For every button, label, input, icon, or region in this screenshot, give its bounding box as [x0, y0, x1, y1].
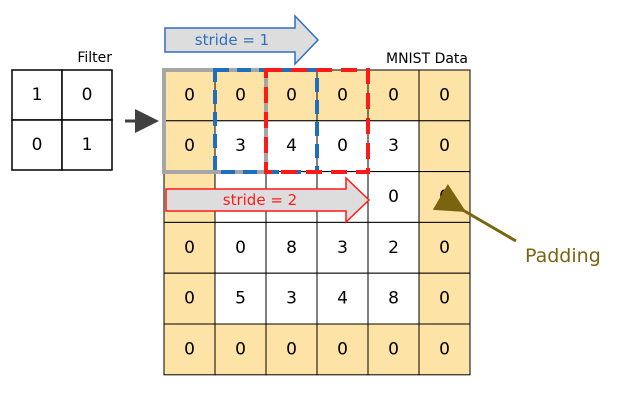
data-cell-value: 0 [337, 136, 348, 156]
padding-cell [265, 323, 318, 376]
data-cell-value: 8 [286, 238, 297, 258]
data-cell-value: 3 [286, 289, 297, 309]
filter-grid: 1 0 0 1 [11, 69, 113, 171]
padding-cell-value: 0 [439, 85, 450, 105]
padding-cell [214, 323, 267, 376]
stride-1-arrow [164, 14, 320, 66]
data-cell-value: 4 [286, 136, 297, 156]
data-cell [214, 272, 267, 325]
mnist-data-grid: 0 0 0 0 0 0 0 3 4 0 3 0 0 0 0 0 8 3 2 0 0 5 3 4 8 0 0 0 0 0 0 0 [163, 69, 471, 376]
padding-cell-value: 0 [184, 238, 195, 258]
padding-cell-value: 0 [439, 238, 450, 258]
filter-cell [61, 119, 113, 171]
padding-cell-value: 0 [337, 85, 348, 105]
padding-cell-value: 0 [439, 136, 450, 156]
padding-cell [214, 69, 267, 122]
padding-cell-value: 0 [286, 339, 297, 359]
padding-cell [418, 272, 471, 325]
padding-cell [163, 272, 216, 325]
padding-cell [418, 69, 471, 122]
padding-cell [163, 120, 216, 173]
padding-cell [418, 221, 471, 274]
stride-2-arrow [165, 176, 371, 224]
data-cell [367, 272, 420, 325]
data-cell [367, 221, 420, 274]
filter-title: Filter [77, 50, 112, 66]
padding-cell-value: 0 [439, 289, 450, 309]
padding-label: Padding [525, 245, 601, 267]
filter-cell [11, 119, 63, 171]
filter-window-stride-2 [264, 68, 370, 174]
data-cell [316, 272, 369, 325]
data-cell [316, 120, 369, 173]
filter-cell-value: 0 [82, 85, 93, 105]
filter-cell [61, 69, 113, 121]
padding-cell-value: 0 [388, 85, 399, 105]
padding-cell-value: 0 [337, 339, 348, 359]
data-cell-value: 3 [235, 136, 246, 156]
padding-cell-value: 0 [439, 187, 450, 207]
data-cell-value: 4 [337, 289, 348, 309]
filter-cell-value: 0 [32, 135, 43, 155]
padding-cell-value: 0 [439, 339, 450, 359]
padding-cell-value: 0 [184, 289, 195, 309]
padding-cell [316, 323, 369, 376]
data-cell-value: 5 [235, 289, 246, 309]
padding-cell [418, 323, 471, 376]
padding-cell-value: 0 [184, 339, 195, 359]
data-cell [265, 272, 318, 325]
filter-cell [11, 69, 63, 121]
stride-2-label: stride = 2 [223, 191, 297, 209]
data-cell-value: 0 [235, 238, 246, 258]
data-cell [316, 221, 369, 274]
padding-cell-value: 0 [235, 339, 246, 359]
data-cell-value: 8 [388, 289, 399, 309]
padding-pointer-arrow [432, 183, 517, 243]
padding-cell-value: 0 [235, 85, 246, 105]
data-cell-value: 0 [388, 187, 399, 207]
filter-cell-value: 1 [82, 135, 93, 155]
padding-cell-value: 0 [388, 339, 399, 359]
mnist-data-title: MNIST Data [386, 51, 468, 67]
data-cell-value: 2 [388, 238, 399, 258]
padding-cell [163, 323, 216, 376]
data-cell-value: 3 [337, 238, 348, 258]
data-cell-value: 3 [388, 136, 399, 156]
stride-1-label: stride = 1 [195, 31, 269, 49]
padding-cell-value: 0 [286, 85, 297, 105]
padding-cell-value: 0 [184, 85, 195, 105]
padding-cell-value: 0 [184, 136, 195, 156]
data-cell [214, 221, 267, 274]
filter-cell-value: 1 [32, 85, 43, 105]
